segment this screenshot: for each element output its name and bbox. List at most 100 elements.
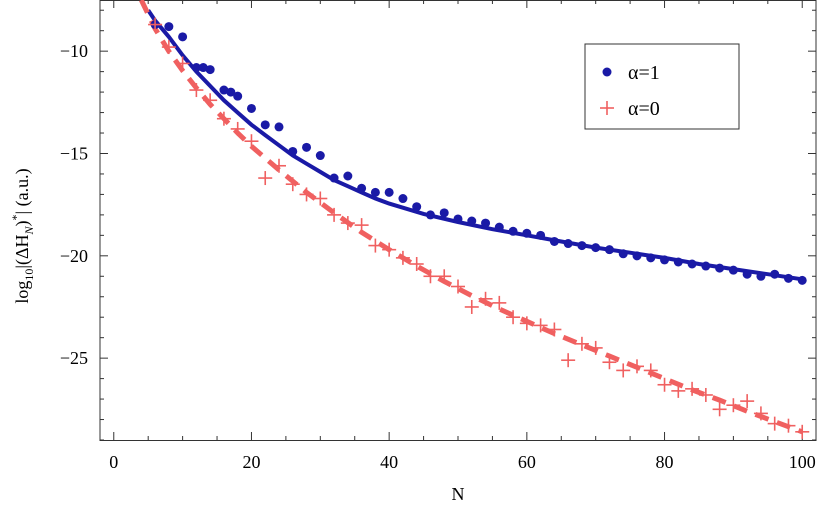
point-alpha0: [409, 257, 424, 271]
point-alpha1: [384, 187, 394, 197]
point-alpha0: [561, 353, 576, 368]
point-alpha1: [226, 87, 236, 97]
point-alpha0: [423, 269, 438, 284]
legend-box: [584, 43, 740, 130]
legend-label-alpha0: α=0: [628, 98, 660, 120]
point-alpha0: [148, 17, 163, 32]
x-tick-label: 20: [242, 452, 260, 472]
tick-marks: [100, 0, 816, 441]
y-axis-title: log10|(ΔHN)*| (a.u.): [9, 168, 36, 303]
point-alpha0: [588, 340, 603, 355]
point-alpha0: [244, 134, 259, 149]
point-alpha0: [299, 187, 314, 202]
svg-text:log10|(ΔHN)*| (a.u.): log10|(ΔHN)*| (a.u.): [9, 168, 36, 303]
point-alpha0: [451, 279, 465, 294]
point-alpha0: [671, 383, 686, 398]
point-alpha0: [258, 171, 273, 186]
point-alpha1: [481, 218, 491, 228]
point-alpha0: [272, 158, 286, 173]
x-tick-label: 60: [518, 452, 536, 472]
point-alpha1: [646, 253, 656, 263]
point-alpha0: [216, 111, 231, 126]
point-alpha0: [781, 418, 796, 433]
point-alpha0: [712, 402, 727, 417]
point-alpha0: [478, 291, 493, 306]
point-alpha1: [178, 32, 188, 42]
point-alpha1: [398, 194, 408, 204]
point-alpha1: [343, 171, 353, 181]
point-alpha1: [453, 214, 463, 224]
point-alpha1: [191, 63, 201, 73]
point-alpha0: [395, 250, 410, 265]
point-alpha1: [219, 85, 229, 95]
legend: α=1 α=0: [584, 43, 740, 130]
point-alpha0: [643, 363, 658, 378]
point-alpha0: [630, 359, 644, 374]
point-alpha1: [563, 239, 573, 249]
point-alpha0: [464, 299, 479, 314]
markers-clipped: [148, 17, 810, 439]
point-alpha1: [198, 63, 208, 73]
point-alpha0: [698, 387, 713, 402]
point-alpha0: [547, 322, 562, 337]
point-alpha1: [425, 210, 435, 220]
point-alpha1: [233, 91, 243, 101]
point-alpha0: [313, 191, 328, 206]
point-alpha1: [329, 173, 339, 183]
point-alpha0: [492, 295, 507, 310]
point-alpha1: [728, 265, 738, 275]
x-tick-label: 80: [656, 452, 674, 472]
data-markers: [148, 17, 810, 439]
point-alpha1: [673, 257, 683, 267]
point-alpha1: [660, 255, 670, 265]
tick-labels: 0 20 40 60 80 100 −10 −15 −20 −25: [60, 41, 816, 472]
point-alpha0: [382, 242, 397, 257]
point-alpha1: [412, 202, 422, 212]
point-alpha1: [439, 208, 449, 218]
fit-line-alpha0: [139, 0, 804, 435]
legend-marker-plus: [600, 101, 614, 115]
point-alpha0: [767, 416, 782, 431]
point-alpha1: [302, 142, 312, 152]
point-alpha0: [685, 381, 700, 396]
legend-label-alpha1: α=1: [628, 62, 660, 84]
point-alpha1: [164, 22, 174, 32]
fit-curves: [139, 0, 804, 435]
point-alpha1: [715, 263, 725, 273]
point-alpha1: [467, 216, 477, 226]
point-alpha0: [327, 207, 342, 222]
legend-marker-dot: [602, 67, 612, 77]
point-alpha1: [604, 245, 614, 255]
point-alpha1: [549, 236, 559, 246]
point-alpha1: [577, 241, 587, 251]
point-alpha1: [756, 271, 766, 281]
point-alpha1: [742, 269, 752, 279]
point-alpha0: [340, 216, 355, 231]
point-alpha0: [203, 93, 218, 108]
point-alpha1: [687, 259, 697, 269]
point-alpha0: [795, 424, 810, 439]
point-alpha0: [161, 40, 176, 55]
point-alpha0: [740, 394, 755, 409]
point-alpha1: [797, 275, 807, 285]
point-alpha0: [368, 238, 383, 253]
y-tick-label: −10: [60, 41, 88, 61]
y-tick-label: −25: [60, 348, 88, 368]
point-alpha1: [522, 228, 532, 238]
point-alpha0: [726, 398, 741, 413]
point-alpha0: [354, 218, 369, 233]
point-alpha1: [591, 243, 601, 253]
point-alpha0: [506, 310, 521, 325]
point-alpha1: [536, 230, 546, 240]
x-tick-label: 0: [109, 452, 118, 472]
x-tick-label: 40: [380, 452, 398, 472]
point-alpha0: [657, 377, 672, 392]
point-alpha1: [618, 249, 628, 259]
point-alpha0: [285, 177, 300, 192]
x-axis-title: N: [452, 484, 465, 504]
point-alpha1: [274, 122, 284, 132]
point-alpha0: [616, 363, 631, 378]
point-alpha0: [175, 56, 190, 71]
point-alpha0: [230, 121, 245, 136]
